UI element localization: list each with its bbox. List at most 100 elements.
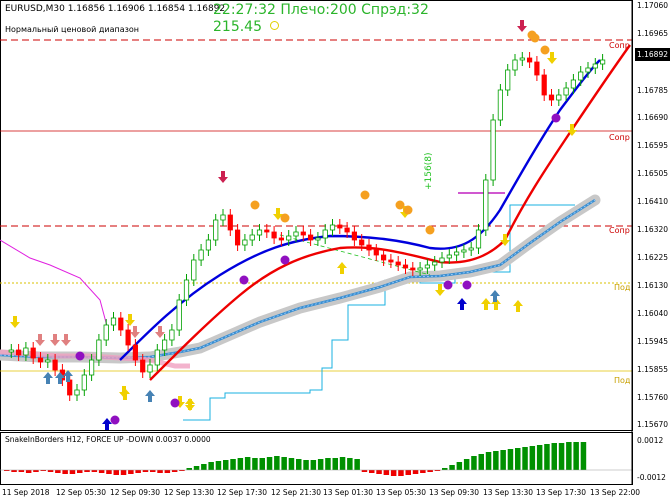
sell-signal-arrow	[50, 334, 60, 346]
histogram-bar-down	[55, 470, 61, 473]
buy-signal-arrow	[481, 298, 491, 310]
bull-candle	[23, 347, 29, 356]
bull-candle	[329, 224, 336, 231]
bear-candle	[548, 94, 555, 101]
bull-candle	[220, 214, 226, 221]
histogram-bar-down	[179, 470, 185, 471]
status-line: 22:27:32 Плечо:200 Спрэд:32	[213, 2, 429, 18]
signal-dot	[540, 45, 550, 55]
histogram-bar-up	[515, 448, 521, 470]
signal-dot	[527, 30, 537, 40]
sell-signal-arrow	[10, 316, 20, 328]
histogram-bar-up	[208, 462, 214, 470]
trade-annotation: +156(8)	[424, 152, 434, 190]
price-label: 1.16505	[637, 169, 669, 178]
histogram-bar-up	[354, 459, 360, 470]
time-label: 13 Sep 01:30	[323, 488, 374, 497]
histogram-bar-down	[171, 470, 178, 472]
histogram-bar-up	[456, 462, 463, 470]
histogram-bar-down	[33, 470, 39, 472]
resistance-label: Сопр	[609, 226, 630, 235]
time-label: 12 Sep 09:30	[110, 488, 161, 497]
histogram-bar-up	[478, 454, 484, 470]
support-label: Под	[614, 283, 631, 292]
buy-signal-arrow	[337, 262, 347, 274]
indicator-axis-top: 0.0012	[637, 436, 664, 445]
time-label: 12 Sep 21:30	[271, 488, 322, 497]
bull-candle	[176, 299, 182, 331]
bear-candle	[307, 234, 314, 241]
histogram-bar-down	[383, 470, 390, 475]
histogram-bar-up	[223, 460, 229, 470]
price-label: 1.16410	[637, 197, 669, 206]
bull-candle	[439, 257, 445, 263]
histogram-bar-up	[303, 460, 309, 470]
indicator-axis-bottom: -0.0012	[637, 473, 666, 482]
histogram-bar-up	[442, 468, 448, 470]
signal-dot	[395, 200, 405, 210]
resistance-label: Сопр	[609, 133, 630, 142]
bear-candle	[541, 74, 547, 96]
histogram-bar-up	[201, 464, 207, 470]
signal-dot	[250, 200, 260, 210]
bear-candle	[388, 259, 394, 263]
histogram-bar-down	[4, 470, 10, 471]
bull-candle	[293, 231, 299, 237]
histogram-bar-up	[500, 450, 506, 470]
bear-candle	[271, 231, 277, 239]
histogram-bar-up	[230, 459, 236, 470]
bear-candle	[527, 57, 533, 63]
time-label: 13 Sep 17:30	[536, 488, 587, 497]
bull-candle	[110, 317, 117, 326]
buy-signal-arrow	[43, 372, 53, 384]
sell-signal-arrow	[547, 52, 557, 64]
indicator-title: SnakeInBorders H12, FORCE UP -DOWN 0.003…	[5, 435, 211, 444]
signal-dot	[280, 213, 290, 223]
histogram-bar-up	[566, 442, 572, 470]
time-label: 13 Sep 05:30	[376, 488, 427, 497]
histogram-bar-down	[18, 470, 25, 472]
sell-signal-arrow	[61, 334, 71, 346]
bear-candle	[52, 359, 58, 371]
bear-candle	[234, 229, 241, 246]
bull-candle	[468, 247, 474, 251]
symbol-info: EURUSD,M30 1.16856 1.16906 1.16854 1.168…	[5, 4, 226, 14]
price-label: 1.15670	[637, 420, 669, 429]
signal-dot	[280, 255, 290, 265]
channel-upper-line	[0, 239, 109, 331]
histogram-bar-up	[252, 458, 258, 470]
histogram-bar-down	[69, 470, 76, 474]
sell-signal-arrow	[273, 208, 283, 220]
histogram-bar-down	[106, 470, 112, 474]
histogram-bar-up	[551, 443, 557, 470]
chart-subtitle: Нормальный ценовой диапазон	[5, 25, 140, 34]
bull-candle	[446, 254, 452, 259]
histogram-bar-down	[427, 470, 433, 472]
histogram-bar-up	[449, 465, 455, 470]
histogram-bar-up	[244, 457, 251, 470]
bull-candle	[424, 264, 431, 269]
bear-candle	[30, 347, 36, 359]
histogram-bar-down	[142, 470, 149, 472]
bear-candle	[67, 379, 73, 396]
buy-signal-arrow	[490, 290, 500, 302]
bear-candle	[227, 214, 233, 231]
bull-candle	[563, 87, 569, 96]
bull-candle	[286, 235, 292, 241]
histogram-bar-down	[40, 470, 46, 471]
histogram-bar-up	[536, 445, 543, 470]
time-label: 12 Sep 05:30	[56, 488, 107, 497]
bear-candle	[132, 344, 138, 361]
histogram-bar-down	[113, 470, 119, 475]
time-label: 13 Sep 13:30	[483, 488, 534, 497]
histogram-bar-up	[580, 442, 587, 470]
time-label: 13 Sep 09:30	[429, 488, 480, 497]
bear-candle	[125, 329, 131, 346]
bull-candle	[505, 69, 511, 91]
histogram-bar-up	[463, 459, 470, 470]
clock-icon	[270, 21, 279, 30]
bear-candle	[337, 224, 343, 229]
bear-candle	[351, 231, 358, 241]
sell-signal-arrow	[35, 334, 45, 346]
